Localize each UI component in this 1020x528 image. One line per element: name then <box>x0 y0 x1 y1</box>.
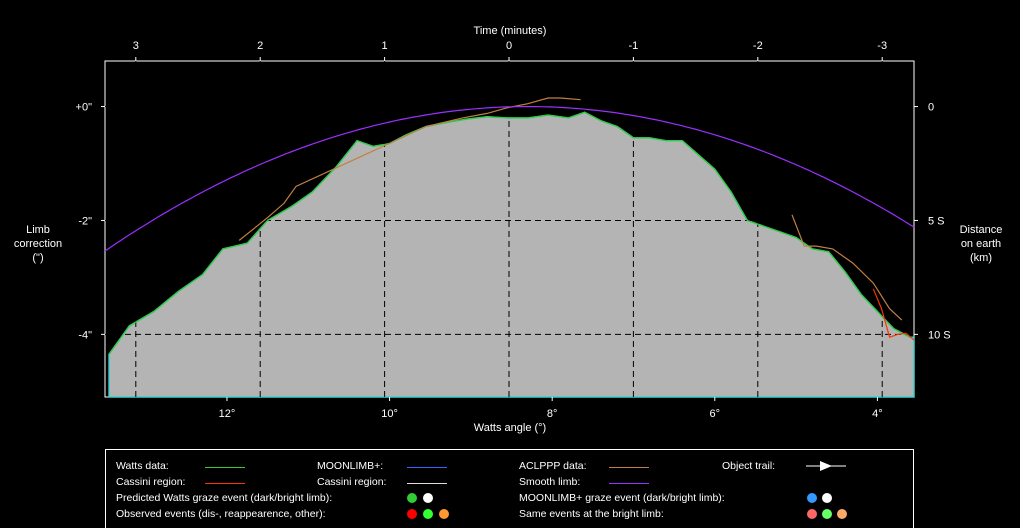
left-axis-title-2: correction <box>14 238 62 250</box>
legend-cassini1-swatch <box>205 483 245 484</box>
top-axis-tick-label: 1 <box>382 40 388 52</box>
bottom-axis-tick-label: 4° <box>872 408 883 420</box>
object-trail-arrow-icon <box>806 461 846 471</box>
left-axis-title-1: Limb <box>26 224 50 236</box>
bright-limb-disappearance-dot <box>807 509 817 519</box>
series-line-1 <box>872 288 915 341</box>
series-line-4 <box>104 106 915 252</box>
legend-smooth-label: Smooth limb: <box>519 476 581 488</box>
left-axis-title-3: (") <box>32 252 43 264</box>
bright-limb-reappearance-dot <box>822 509 832 519</box>
top-axis-tick-label: -3 <box>877 40 887 52</box>
legend-same-events-label: Same events at the bright limb: <box>519 508 664 520</box>
bottom-axis-tick-label: 6° <box>710 408 721 420</box>
legend-smooth-swatch <box>609 483 649 484</box>
top-axis-tick-label: -2 <box>753 40 763 52</box>
top-axis-tick-label: 0 <box>506 40 512 52</box>
legend-cassini1-label: Cassini region: <box>116 476 186 488</box>
legend-watts-swatch <box>205 467 245 468</box>
legend-observed-label: Observed events (dis-, reappearence, oth… <box>116 508 326 520</box>
top-axis-title: Time (minutes) <box>474 25 547 37</box>
top-axis-tick-label: 3 <box>133 40 139 52</box>
legend-cassini2-label: Cassini region: <box>317 476 387 488</box>
predicted-bright-limb-dot <box>423 493 433 503</box>
series-line-2 <box>238 97 581 241</box>
legend-aclppp-label: ACLPPP data: <box>519 460 587 472</box>
right-axis-tick-label: 5 S <box>928 215 945 227</box>
predicted-dark-limb-dot <box>407 493 417 503</box>
legend-cassini2-swatch <box>407 483 447 484</box>
top-axis-tick-label: 2 <box>257 40 263 52</box>
left-axis-tick-label: +0" <box>76 102 93 114</box>
legend: Watts data: Cassini region: Predicted Wa… <box>105 449 914 528</box>
right-axis-tick-label: 10 S <box>928 329 951 341</box>
axis-ticks: 3 2 1 0 -1 -2 -3 +0" 0 -2" 5 S -4" 10 S 12° 10° 8° 6° 4° <box>76 40 951 420</box>
series-line-0 <box>108 111 911 355</box>
bright-limb-other-dot <box>837 509 847 519</box>
bottom-axis-tick-label: 10° <box>381 408 398 420</box>
observed-other-dot <box>439 509 449 519</box>
legend-aclppp-swatch <box>609 467 649 468</box>
left-axis-tick-label: -2" <box>78 215 92 227</box>
moonlimb-dark-limb-dot <box>807 493 817 503</box>
left-axis-tick-label: -4" <box>78 329 92 341</box>
top-axis-tick-label: -1 <box>629 40 639 52</box>
legend-object-trail-label: Object trail: <box>722 460 776 472</box>
right-axis-title-1: Distance <box>960 224 1003 236</box>
series-lines <box>104 97 915 355</box>
bottom-axis-tick-label: 12° <box>219 408 236 420</box>
moonlimb-bright-limb-dot <box>822 493 832 503</box>
legend-moonlimb-swatch <box>407 467 447 468</box>
observed-disappearance-dot <box>407 509 417 519</box>
legend-moonlimb-graze-label: MOONLIMB+ graze event (dark/bright limb)… <box>519 492 725 504</box>
right-axis-tick-label: 0 <box>928 102 934 114</box>
legend-moonlimb-label: MOONLIMB+: <box>317 460 384 472</box>
bottom-axis-tick-label: 8° <box>547 408 558 420</box>
grid-lines <box>105 61 914 397</box>
right-axis-title-3: (km) <box>970 252 992 264</box>
right-axis-title-2: on earth <box>961 238 1001 250</box>
lunar-limb-profile-chart: 3 2 1 0 -1 -2 -3+0" 0-2" 5 S-4" 10 S12° 10° 8° 6° 4° … <box>14 25 1003 434</box>
series-line-3 <box>791 214 903 321</box>
legend-predicted-watts-label: Predicted Watts graze event (dark/bright… <box>116 492 333 504</box>
observed-reappearance-dot <box>423 509 433 519</box>
bottom-axis-title: Watts angle (°) <box>474 422 546 434</box>
legend-watts-label: Watts data: <box>116 460 169 472</box>
